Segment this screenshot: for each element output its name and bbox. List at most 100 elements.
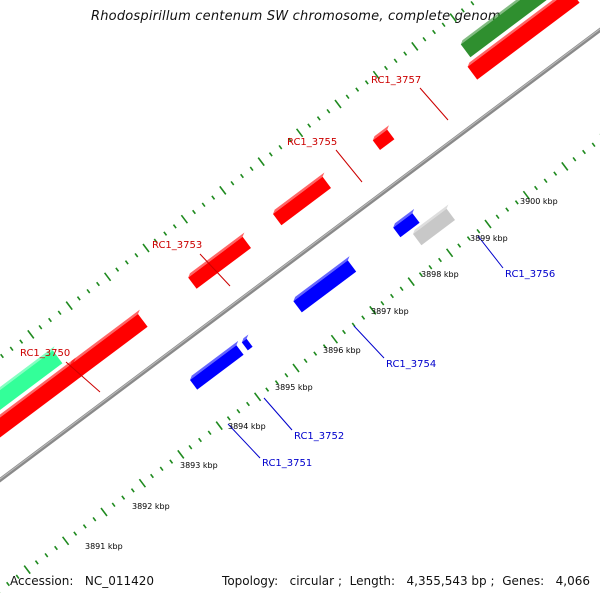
- feature-6-edge: [467, 0, 557, 67]
- outer-tick: [334, 99, 342, 109]
- gene-label-RC1_3755[interactable]: RC1_3755: [287, 137, 337, 148]
- inner-tick: [34, 560, 39, 565]
- gene-label-RC1_3756[interactable]: RC1_3756: [505, 269, 555, 280]
- inner-tick: [23, 565, 31, 575]
- feature-3: [188, 236, 251, 289]
- feature-5-edge: [372, 125, 389, 141]
- outer-tick: [211, 195, 216, 200]
- feature-track: [0, 0, 580, 438]
- inner-tick: [543, 178, 548, 184]
- sequence-backbone: [0, 27, 600, 483]
- feature-1: [0, 362, 84, 438]
- outer-tick: [192, 209, 196, 215]
- outer-tick: [470, 0, 475, 6]
- inner-tick: [522, 190, 531, 200]
- gene-label-RC1_3754[interactable]: RC1_3754: [386, 359, 436, 370]
- feature-8-edge: [190, 340, 239, 380]
- tick-label-8: 3899 kbp: [470, 234, 508, 243]
- feature-10-edge: [293, 256, 350, 302]
- feature-0: [0, 350, 63, 411]
- outer-tick: [48, 317, 52, 323]
- inner-tick: [159, 466, 164, 472]
- inner-tick: [322, 344, 327, 349]
- inner-tick: [476, 228, 481, 234]
- outer-tick: [355, 87, 360, 92]
- outer-tick: [115, 267, 120, 272]
- leader-RC1_3756: [477, 235, 504, 269]
- inner-tick: [121, 495, 126, 500]
- inner-tick: [438, 257, 442, 263]
- outer-tick: [65, 301, 73, 311]
- tick-label-2: 3893 kbp: [180, 461, 218, 470]
- inner-tick: [150, 473, 154, 479]
- gene-label-RC1_3753[interactable]: RC1_3753: [152, 240, 202, 251]
- outer-tick: [411, 41, 419, 51]
- inner-tick: [514, 200, 519, 205]
- feature-1-edge: [0, 357, 76, 418]
- feature-4-edge: [273, 172, 325, 214]
- backbone-line: [0, 27, 600, 483]
- inner-tick: [330, 334, 339, 344]
- outer-tick: [163, 231, 168, 236]
- feature-2: [70, 314, 148, 378]
- inner-tick: [369, 305, 377, 315]
- tick-label-4: 3895 kbp: [275, 383, 313, 392]
- outer-tick: [38, 324, 43, 330]
- inner-tick: [303, 358, 308, 364]
- tick-label-9: 3900 kbp: [520, 197, 558, 206]
- outer-tick: [76, 296, 81, 301]
- inner-tick: [169, 459, 174, 464]
- outer-tick: [153, 238, 158, 244]
- leader-RC1_3753: [199, 253, 231, 287]
- feature-8: [190, 345, 244, 390]
- outer-tick: [257, 157, 265, 167]
- inner-tick: [236, 408, 241, 414]
- leader-RC1_3752: [263, 397, 293, 431]
- inner-tick: [313, 351, 318, 356]
- inner-tick: [207, 430, 212, 436]
- feature-11: [393, 213, 420, 238]
- inner-tick: [198, 437, 202, 443]
- outer-tick: [393, 58, 398, 64]
- inner-tick: [61, 536, 70, 546]
- feature-10: [293, 260, 357, 313]
- gene-label-RC1_3752[interactable]: RC1_3752: [294, 431, 344, 442]
- feature-0-edge: [0, 346, 55, 390]
- outer-tick: [460, 8, 465, 13]
- gene-label-RC1_3757[interactable]: RC1_3757: [371, 75, 421, 86]
- accession-label: Accession:: [10, 574, 74, 588]
- inner-tick: [534, 185, 538, 191]
- inner-tick: [253, 392, 262, 402]
- inner-tick: [495, 214, 500, 220]
- inner-tick: [284, 372, 289, 378]
- inner-tick: [82, 524, 87, 529]
- inner-tick: [15, 574, 20, 580]
- inner-tick: [505, 207, 510, 212]
- outer-tick: [326, 108, 331, 114]
- inner-tick: [44, 552, 49, 558]
- inner-tick: [92, 516, 97, 522]
- outer-tick: [172, 224, 177, 229]
- inner-tick: [418, 272, 423, 277]
- leader-RC1_3751: [227, 423, 261, 459]
- feature-6: [467, 0, 580, 80]
- outer-tick: [295, 128, 304, 138]
- inner-tick-ring: [0, 133, 600, 593]
- genome-summary: Topology: circular ; Length: 4,355,543 b…: [222, 574, 590, 588]
- label-leader-lines: [65, 87, 504, 459]
- inner-tick: [6, 581, 10, 587]
- outer-tick: [432, 29, 436, 35]
- feature-9: [241, 338, 253, 351]
- outer-tick: [240, 173, 244, 179]
- outer-tick: [124, 260, 129, 265]
- tick-label-7: 3898 kbp: [421, 270, 459, 279]
- inner-tick: [582, 149, 586, 155]
- leader-RC1_3754: [353, 325, 385, 359]
- gene-label-RC1_3751[interactable]: RC1_3751: [262, 458, 312, 469]
- inner-tick: [445, 248, 454, 258]
- gene-label-RC1_3750[interactable]: RC1_3750: [20, 348, 70, 359]
- length-label: Length:: [349, 574, 396, 588]
- inner-tick: [484, 219, 492, 229]
- outer-tick: [307, 123, 312, 128]
